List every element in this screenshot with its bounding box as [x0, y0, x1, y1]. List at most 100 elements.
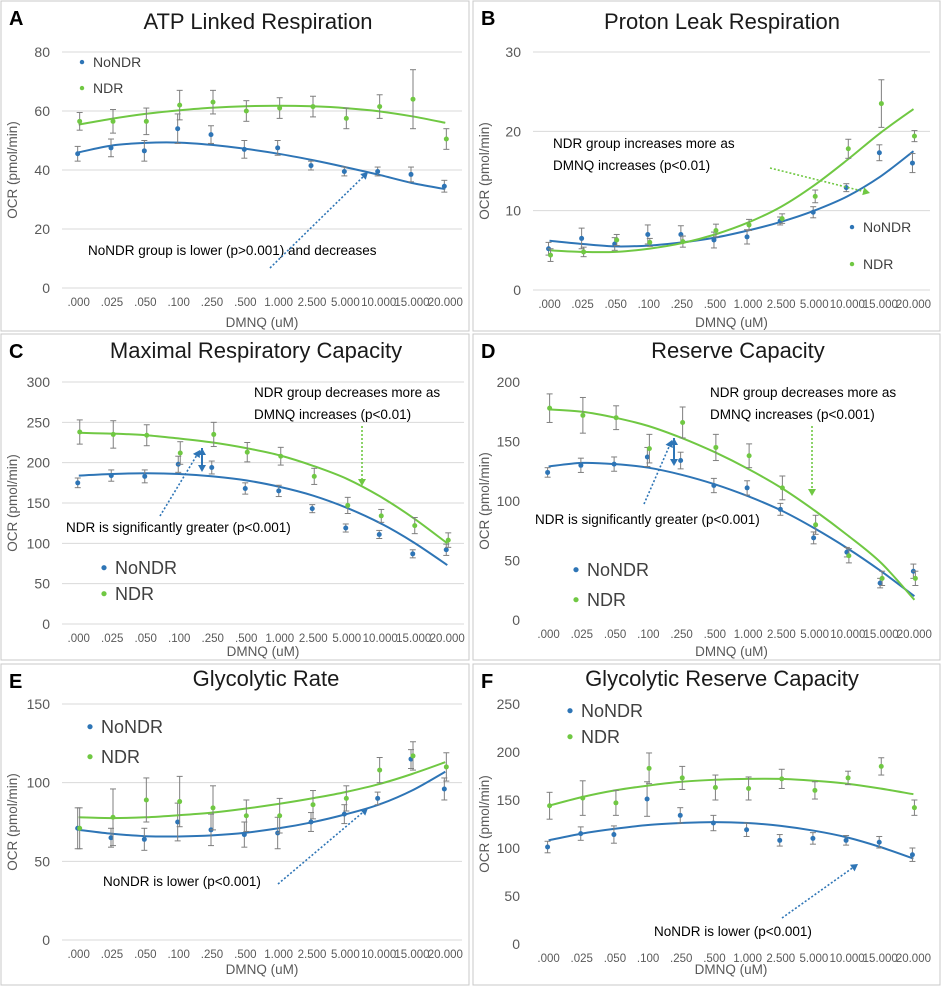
series-ndr	[76, 69, 450, 150]
data-point	[377, 767, 383, 773]
x-tick-label: 10.000	[830, 299, 865, 311]
y-tick-label: 50	[504, 553, 520, 569]
y-tick-label: 50	[34, 576, 50, 592]
y-tick-label: 0	[513, 282, 521, 298]
data-point	[580, 412, 586, 418]
x-tick-label: .050	[604, 953, 626, 965]
data-point	[911, 805, 917, 811]
annotation-text: NDR is significantly greater (p<0.001)	[535, 512, 760, 527]
series-ndr	[76, 419, 452, 548]
data-point	[210, 805, 216, 811]
data-point	[614, 237, 620, 243]
y-tick-label: 0	[512, 936, 520, 952]
legend-marker-ndr	[79, 85, 85, 91]
annotation-text: NoNDR group is lower (p>0.001) and decre…	[88, 243, 377, 258]
data-point	[611, 832, 617, 838]
data-point	[75, 151, 81, 157]
panel-border	[472, 0, 941, 332]
chart-panel-a: A ATP Linked Respiration 0 20 40 60 80 .000 .025…	[0, 0, 470, 332]
annotation-arrow	[769, 167, 868, 194]
x-tick-label: .500	[704, 299, 726, 311]
panel-letter: C	[9, 341, 23, 363]
x-tick-label: .050	[135, 633, 157, 645]
data-point	[646, 765, 652, 771]
data-point	[208, 132, 214, 138]
data-point	[845, 775, 851, 781]
data-point	[308, 163, 314, 169]
x-tick-label: .250	[670, 953, 692, 965]
legend-marker-nondr	[101, 565, 107, 571]
data-point	[746, 222, 752, 228]
x-tick-label: .100	[167, 297, 189, 309]
data-point	[613, 800, 619, 806]
data-point	[441, 183, 447, 189]
x-tick-label: .025	[101, 949, 123, 961]
x-tick-label: 2.500	[299, 633, 328, 645]
data-point	[580, 795, 586, 801]
x-tick-label: 1.000	[264, 949, 293, 961]
data-point	[375, 168, 381, 174]
data-point	[810, 835, 816, 841]
data-point	[876, 839, 882, 845]
x-tick-label: .025	[571, 299, 593, 311]
y-tick-label: 40	[34, 162, 50, 178]
data-point	[77, 825, 83, 831]
data-point	[241, 146, 247, 152]
annotation-text: DMNQ increases (p<0.001)	[710, 407, 875, 422]
x-tick-label: 2.500	[767, 629, 796, 641]
trendline-nondr	[78, 472, 448, 566]
y-tick-label: 80	[34, 44, 50, 60]
x-tick-label: .025	[571, 629, 593, 641]
y-tick-label: 200	[497, 744, 521, 760]
data-point	[177, 450, 183, 456]
data-point	[810, 209, 816, 215]
data-point	[578, 831, 584, 837]
data-point	[645, 231, 651, 237]
data-point	[110, 814, 116, 820]
x-axis-label: DMNQ (uM)	[695, 962, 768, 977]
annotation-arrow	[781, 865, 857, 919]
data-point	[744, 234, 750, 240]
legend-marker-ndr	[567, 734, 573, 740]
chart-title: Proton Leak Respiration	[604, 9, 840, 34]
x-axis-label: DMNQ (uM)	[227, 644, 300, 659]
data-point	[545, 469, 551, 475]
data-point	[878, 763, 884, 769]
data-point	[142, 473, 148, 479]
data-point	[779, 776, 785, 782]
data-point	[581, 249, 587, 255]
data-point	[341, 811, 347, 817]
panel-border	[472, 333, 941, 661]
x-tick-label: 20.000	[896, 299, 931, 311]
panel-letter: B	[481, 8, 495, 30]
data-point	[243, 813, 249, 819]
data-point	[843, 837, 849, 843]
y-tick-label: 0	[512, 612, 520, 628]
legend-label-nondr: NoNDR	[587, 560, 649, 580]
panel-letter: D	[481, 341, 495, 363]
data-point	[813, 522, 819, 528]
x-tick-label: .025	[571, 953, 593, 965]
data-point	[646, 446, 652, 452]
data-point	[343, 115, 349, 121]
x-axis-label: DMNQ (uM)	[226, 962, 299, 977]
data-point	[443, 136, 449, 142]
series-ndr	[546, 393, 919, 601]
x-tick-label: 15.000	[863, 953, 898, 965]
legend-label-nondr: NoNDR	[115, 558, 177, 578]
chart-title: Maximal Respiratory Capacity	[110, 338, 402, 363]
y-tick-label: 50	[34, 853, 50, 869]
data-point	[309, 506, 315, 512]
data-point	[845, 146, 851, 152]
annotation-arrow	[643, 442, 672, 505]
annotation-arrow	[277, 809, 367, 885]
y-tick-label: 20	[505, 123, 521, 139]
x-tick-label: .250	[202, 633, 224, 645]
arrow-head	[360, 808, 368, 816]
data-point	[877, 580, 883, 586]
y-tick-label: 20	[34, 221, 50, 237]
legend-marker-nondr	[79, 59, 85, 65]
y-tick-label: 250	[27, 414, 51, 430]
data-point	[243, 108, 249, 114]
y-tick-label: 250	[497, 696, 521, 712]
